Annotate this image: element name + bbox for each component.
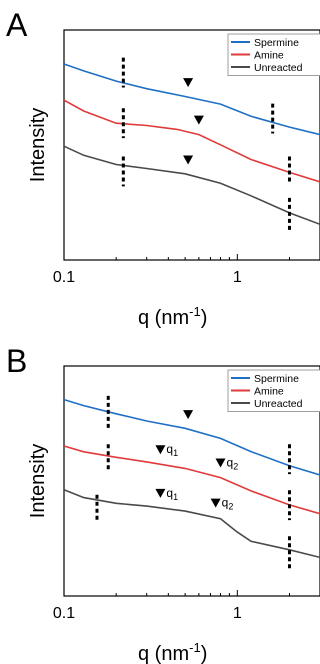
x-tick-label-a: 0.1 bbox=[53, 269, 75, 286]
series-line-spermine bbox=[63, 63, 320, 136]
triangle-marker bbox=[215, 458, 226, 468]
triangle-marker bbox=[155, 445, 166, 455]
triangle-marker bbox=[193, 115, 204, 125]
x-tick-label-a: 1 bbox=[233, 269, 242, 286]
triangle-marker bbox=[183, 155, 194, 165]
triangle-marker bbox=[183, 78, 194, 88]
x-tick-label-b: 0.1 bbox=[53, 605, 75, 622]
q-annotation: q2 bbox=[222, 496, 234, 512]
x-axis-label-a: q (nm-1) bbox=[138, 304, 207, 329]
panel-letter-b: B bbox=[6, 343, 27, 379]
q-annotation: q1 bbox=[166, 486, 178, 502]
x-axis-label-b-close: ) bbox=[201, 643, 208, 664]
series-line-spermine bbox=[63, 398, 320, 476]
series-line-amine bbox=[63, 99, 320, 183]
legend-label: Spermine bbox=[254, 37, 299, 49]
triangle-marker bbox=[155, 488, 166, 498]
x-axis-label-b-main: q (nm bbox=[138, 643, 189, 664]
legend-label: Amine bbox=[254, 50, 284, 62]
triangle-marker bbox=[210, 498, 221, 508]
legend-label: Amine bbox=[254, 386, 284, 398]
legend-label: Spermine bbox=[254, 373, 299, 385]
plot-frame-a bbox=[63, 29, 320, 261]
series-line-unreacted bbox=[63, 145, 320, 226]
q-annotation: q2 bbox=[227, 456, 239, 472]
x-axis-label-a-sup: -1 bbox=[189, 304, 201, 319]
x-axis-label-b: q (nm-1) bbox=[138, 640, 207, 664]
x-axis-label-b-sup: -1 bbox=[189, 640, 201, 655]
x-axis-label-a-main: q (nm bbox=[138, 307, 189, 329]
legend-label: Unreacted bbox=[254, 62, 303, 74]
y-axis-label-a: Intensity bbox=[27, 108, 49, 182]
series-line-unreacted bbox=[63, 488, 320, 559]
x-tick-label-b: 1 bbox=[233, 605, 242, 622]
panel-letter-a: A bbox=[6, 7, 28, 43]
y-axis-label-b: Intensity bbox=[27, 444, 49, 518]
plot-frame-b bbox=[63, 365, 320, 597]
triangle-marker bbox=[183, 410, 194, 420]
series-line-amine bbox=[63, 445, 320, 515]
legend-label: Unreacted bbox=[254, 398, 303, 410]
x-axis-label-a-close: ) bbox=[201, 307, 208, 329]
q-annotation: q1 bbox=[166, 442, 178, 458]
